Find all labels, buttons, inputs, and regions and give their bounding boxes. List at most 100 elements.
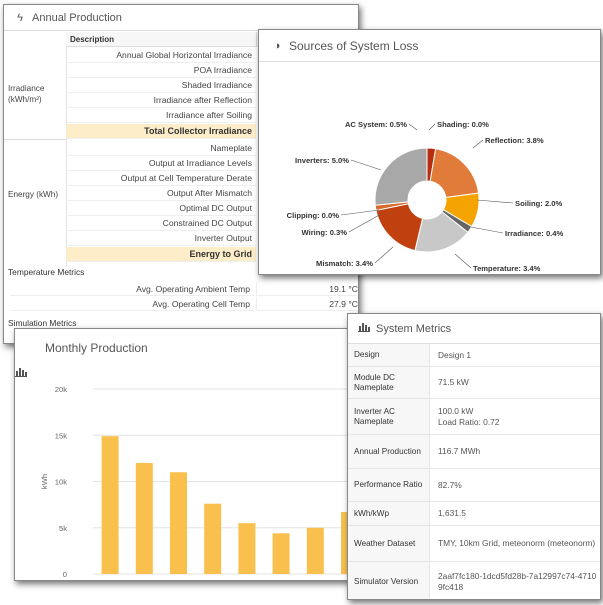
energy-group-label: Energy (kWh) xyxy=(8,190,59,199)
slice-label-clipping: Clipping: 0.0% xyxy=(287,211,340,220)
temperature-metrics-heading: Temperature Metrics xyxy=(8,267,85,277)
slice-label-inverters: Inverters: 5.0% xyxy=(295,156,349,165)
leader-line xyxy=(472,139,484,149)
bar-feb xyxy=(135,463,153,574)
system-metrics-title: System Metrics xyxy=(376,322,452,335)
ap-row: Output at Cell Temperature Derate xyxy=(66,171,256,186)
leader-line xyxy=(470,226,504,234)
metric-value: 100.0 kW xyxy=(438,405,474,416)
cell-temp-label: Avg. Operating Cell Temp xyxy=(10,297,254,311)
x-tick-label: Jun xyxy=(275,579,287,581)
leader-line xyxy=(476,199,514,204)
leader-line xyxy=(350,159,382,171)
metric-label: Module DC Nameplate xyxy=(348,367,430,398)
slice-label-reflection: Reflection: 3.8% xyxy=(485,136,544,145)
system-loss-header: ◑ Sources of System Loss xyxy=(259,30,600,62)
ap-row: Shaded Irradiance xyxy=(66,78,256,93)
slice-reflection xyxy=(429,148,480,199)
bar-jun xyxy=(272,533,290,574)
y-tick-label: 10k xyxy=(55,478,67,487)
slice-label-shading: Shading: 0.0% xyxy=(437,120,489,129)
system-loss-title: Sources of System Loss xyxy=(289,38,419,53)
bar-jul xyxy=(306,527,324,574)
system-loss-donut-chart: AC System: 0.5% Shading: 0.0% Reflection: … xyxy=(287,120,564,273)
leader-line xyxy=(340,209,380,216)
metrics-row-kwh-kwp: kWh/kWp 1,631.5 xyxy=(348,502,600,526)
ap-row: Irradiance after Soiling xyxy=(66,108,256,123)
y-tick-label: 20k xyxy=(55,385,67,394)
metric-label: Annual Production xyxy=(348,435,430,468)
total-collector-irradiance-row: Total Collector Irradiance xyxy=(66,124,256,139)
metric-value: TMY, 10km Grid, meteonorm (meteonorm) xyxy=(438,538,596,548)
y-tick-label: 15k xyxy=(55,431,67,440)
ambient-temp-label: Avg. Operating Ambient Temp xyxy=(10,282,254,296)
monthly-production-panel: Monthly Production 0 5k 10k 15k 20k kWh Jan Feb… xyxy=(14,328,360,581)
load-ratio-value: Load Ratio: 0.72 xyxy=(438,416,500,427)
system-metrics-header: System Metrics xyxy=(348,314,600,344)
leader-line xyxy=(408,123,418,131)
slice-label-soiling: Soiling: 2.0% xyxy=(515,199,563,208)
slice-mismatch xyxy=(375,203,424,252)
metric-value: 71.5 kW xyxy=(438,377,469,387)
monthly-production-title: Monthly Production xyxy=(45,341,148,355)
cell-temp-value: 27.9 °C xyxy=(256,297,358,311)
monthly-production-header: Monthly Production xyxy=(15,329,359,377)
metric-value: 82.7% xyxy=(438,479,462,490)
slice-label-irradiance: Irradiance: 0.4% xyxy=(505,229,563,238)
ap-row: Nameplate xyxy=(66,141,256,156)
metric-value: 1,631.5 xyxy=(438,508,466,518)
metrics-row-module-dc: Module DC Nameplate 71.5 kW xyxy=(348,367,600,399)
energy-to-grid-row: Energy to Grid xyxy=(66,247,256,262)
annual-production-header: ϟ Annual Production xyxy=(4,5,358,31)
bar-may xyxy=(238,523,256,574)
slice-inverters xyxy=(374,147,428,206)
ap-row: Irradiance after Reflection xyxy=(66,93,256,108)
metric-label: Design xyxy=(348,344,430,366)
y-tick-label: 5k xyxy=(59,524,67,533)
slice-label-mismatch: Mismatch: 3.4% xyxy=(316,259,373,268)
lightning-icon: ϟ xyxy=(17,11,23,24)
description-column-header: Description xyxy=(66,32,256,47)
metric-value: 2aaf7fc180-1dcd5fd28b-7a12997c74-47109fc… xyxy=(438,570,597,592)
metric-value: Design 1 xyxy=(438,349,472,360)
ap-row: POA Irradiance xyxy=(66,63,256,78)
metrics-row-simulator-version: Simulator Version 2aaf7fc180-1dcd5fd28b-… xyxy=(348,562,600,599)
metrics-row-performance-ratio: Performance Ratio 82.7% xyxy=(348,469,600,502)
x-tick-label: Jul xyxy=(310,579,320,581)
simulation-metrics-heading: Simulation Metrics xyxy=(8,318,77,328)
x-tick-label: Jan xyxy=(104,579,116,581)
metrics-row-design: Design Design 1 xyxy=(348,344,600,367)
bar-apr xyxy=(204,503,222,574)
bar-jan xyxy=(101,436,119,574)
x-tick-label: Mar xyxy=(172,579,186,581)
ap-row: Output at Irradiance Levels xyxy=(66,156,256,171)
ap-row: Annual Global Horizontal Irradiance xyxy=(66,48,256,63)
metric-value: 116.7 MWh xyxy=(438,446,481,456)
leader-line xyxy=(348,213,382,233)
metric-label: Inverter AC Nameplate xyxy=(348,399,430,434)
ambient-temp-value: 19.1 °C xyxy=(256,282,358,296)
ap-row: Optimal DC Output xyxy=(66,201,256,216)
system-metrics-panel: System Metrics Design Design 1 Module DC… xyxy=(347,313,601,600)
metric-label: kWh/kWp xyxy=(348,502,430,525)
metrics-row-weather-dataset: Weather Dataset TMY, 10km Grid, meteonor… xyxy=(348,526,600,562)
monthly-production-chart: 05k10k15k20kkWhJanFebMarAprMayJunJulAug xyxy=(40,385,358,581)
slice-label-ac-system: AC System: 0.5% xyxy=(345,120,407,129)
x-tick-label: May xyxy=(240,579,255,581)
leader-line xyxy=(454,253,472,269)
metric-label: Simulator Version xyxy=(348,562,430,599)
system-loss-panel: ◑ Sources of System Loss AC System: 0.5%… xyxy=(258,29,601,275)
metric-label: Weather Dataset xyxy=(348,526,430,561)
irradiance-group-label: Irradiance (kWh/m²) xyxy=(8,84,45,104)
half-circle-icon: ◑ xyxy=(273,39,281,52)
metric-label: Performance Ratio xyxy=(348,469,430,501)
x-tick-label: Feb xyxy=(138,579,151,581)
annual-production-title: Annual Production xyxy=(32,11,122,24)
ap-row: Inverter Output xyxy=(66,231,256,246)
slice-label-wiring: Wiring: 0.3% xyxy=(302,228,348,237)
metrics-row-inverter-ac: Inverter AC Nameplate 100.0 kW Load Rati… xyxy=(348,399,600,435)
slice-label-temperature: Temperature: 3.4% xyxy=(473,264,541,273)
leader-line xyxy=(374,246,394,264)
x-tick-label: Apr xyxy=(207,579,219,581)
bar-mar xyxy=(170,472,187,574)
